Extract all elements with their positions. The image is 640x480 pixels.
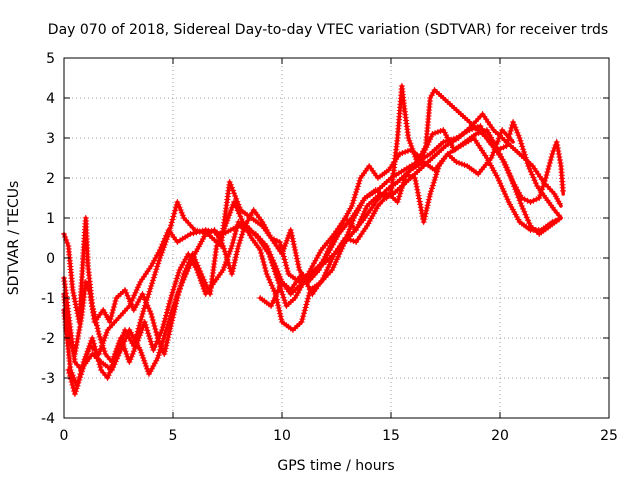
y-tick-label: 1 (46, 211, 55, 227)
y-tick-label: 3 (46, 131, 55, 147)
tick-layer: 0 5 10 15 20 25 -4 -3 -2 -1 0 1 2 3 4 5 (41, 51, 618, 444)
chart-title: Day 070 of 2018, Sidereal Day-to-day VTE… (48, 22, 608, 38)
x-tick-label: 0 (60, 428, 69, 444)
series-track-3 (61, 135, 563, 365)
series-layer (61, 83, 566, 397)
y-tick-label: -3 (41, 371, 55, 387)
y-tick-label: 2 (46, 171, 55, 187)
y-axis-label: SDTVAR / TECUs (6, 181, 22, 296)
series-track-6 (257, 127, 515, 309)
plot-frame (63, 57, 610, 419)
series-markers (61, 135, 562, 365)
x-tick-label: 20 (491, 428, 509, 444)
series-markers (257, 127, 514, 309)
x-tick-label: 10 (273, 428, 291, 444)
x-tick-label: 25 (600, 428, 618, 444)
y-tick-label: -4 (41, 411, 55, 427)
series-line (62, 84, 565, 356)
y-tick-label: 0 (46, 251, 55, 267)
y-tick-label: -2 (41, 331, 55, 347)
x-tick-label: 5 (169, 428, 178, 444)
x-axis-label: GPS time / hours (277, 458, 394, 474)
y-tick-label: -1 (41, 291, 55, 307)
x-tick-label: 15 (382, 428, 400, 444)
y-tick-label: 5 (46, 51, 55, 67)
y-tick-label: 4 (46, 91, 55, 107)
